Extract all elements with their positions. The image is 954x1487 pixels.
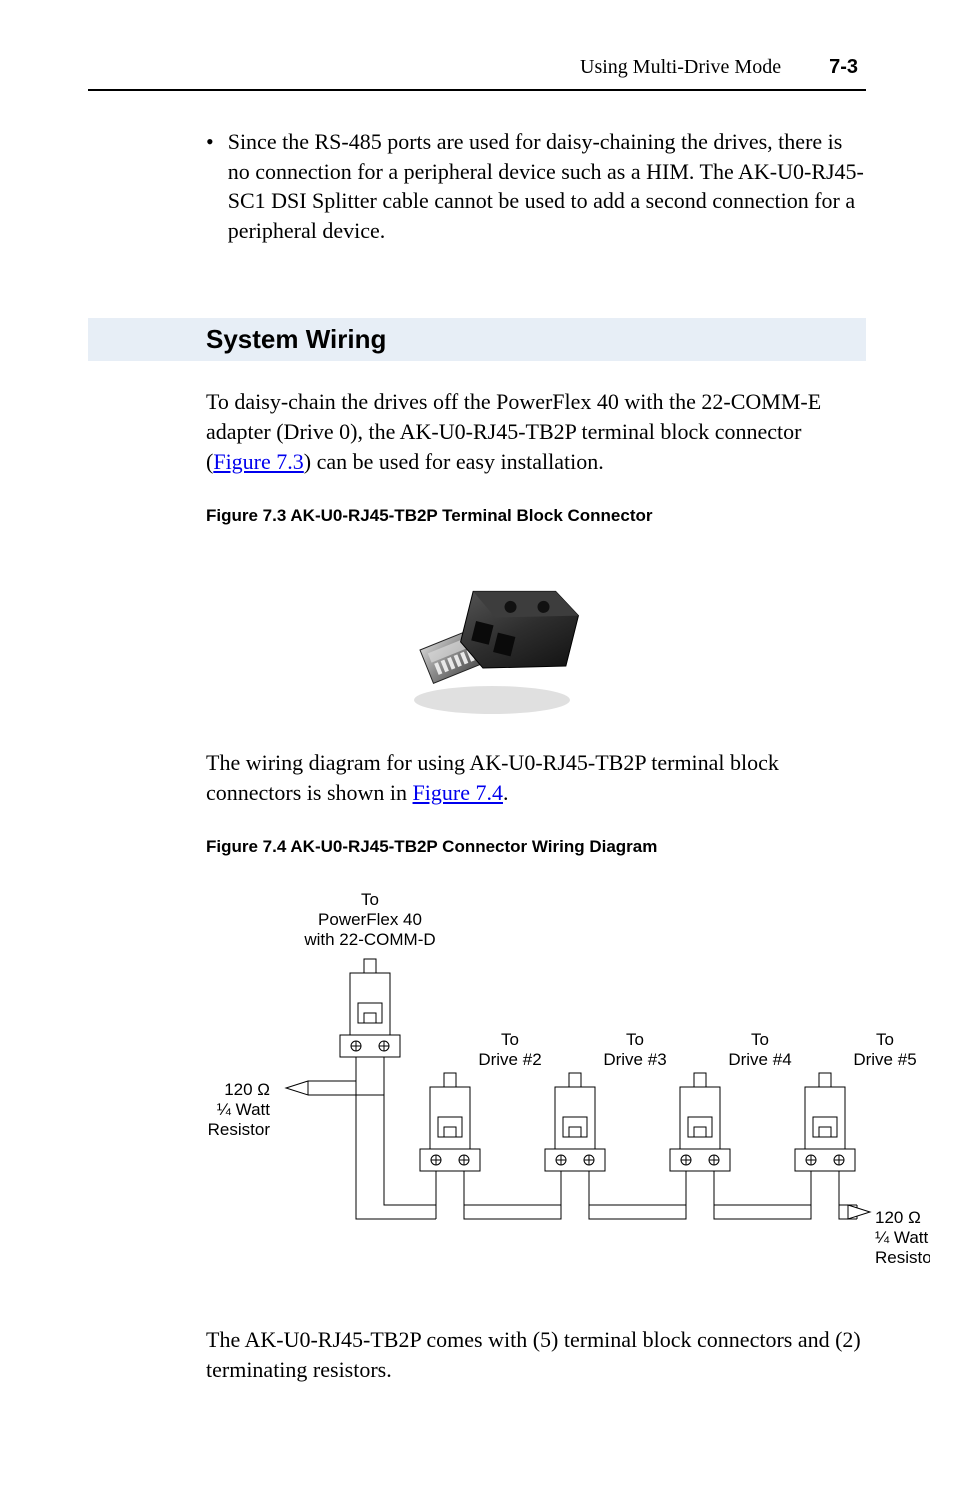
intro-paragraph: To daisy-chain the drives off the PowerF… bbox=[206, 387, 866, 478]
diagram-left-resistor-l3: Resistor bbox=[208, 1120, 271, 1139]
diagram-drive5-label: Drive #5 bbox=[853, 1050, 916, 1069]
page-header: Using Multi-Drive Mode 7-3 bbox=[88, 56, 866, 91]
bullet-item: • Since the RS-485 ports are used for da… bbox=[206, 127, 866, 246]
header-title: Using Multi-Drive Mode bbox=[580, 56, 781, 79]
diagram-drive2-label: Drive #2 bbox=[478, 1050, 541, 1069]
diagram-top-label-2: PowerFlex 40 bbox=[318, 910, 422, 929]
diagram-left-resistor bbox=[286, 1057, 384, 1095]
diagram-right-resistor-l1: 120 Ω bbox=[875, 1208, 921, 1227]
mid-post: . bbox=[503, 780, 509, 805]
diagram-drive4-to: To bbox=[751, 1030, 769, 1049]
diagram-connector-drive5 bbox=[795, 1073, 855, 1171]
diagram-drive3-label: Drive #3 bbox=[603, 1050, 666, 1069]
diagram-top-label-1: To bbox=[361, 890, 379, 909]
diagram-connector-drive2 bbox=[420, 1073, 480, 1171]
diagram-left-resistor-l1: 120 Ω bbox=[224, 1080, 270, 1099]
figure-7-4-caption: Figure 7.4 AK-U0-RJ45-TB2P Connector Wir… bbox=[206, 837, 866, 857]
diagram-drive5-to: To bbox=[876, 1030, 894, 1049]
diagram-right-resistor-l3: Resistor bbox=[875, 1248, 930, 1267]
diagram-connector-drive3 bbox=[545, 1073, 605, 1171]
intro-post: ) can be used for easy installation. bbox=[304, 449, 604, 474]
diagram-drive2-to: To bbox=[501, 1030, 519, 1049]
closing-paragraph: The AK-U0-RJ45-TB2P comes with (5) termi… bbox=[206, 1325, 866, 1386]
bullet-text: Since the RS-485 ports are used for dais… bbox=[228, 127, 866, 246]
section-heading: System Wiring bbox=[88, 318, 866, 361]
figure-7-3-caption: Figure 7.3 AK-U0-RJ45-TB2P Terminal Bloc… bbox=[206, 506, 866, 526]
diagram-connector-drive0 bbox=[340, 959, 400, 1057]
diagram-connector-drive4 bbox=[670, 1073, 730, 1171]
diagram-right-resistor bbox=[848, 1205, 870, 1219]
figure-7-3-link[interactable]: Figure 7.3 bbox=[213, 449, 303, 474]
diagram-top-label-3: with 22-COMM-D bbox=[303, 930, 435, 949]
diagram-drive4-label: Drive #4 bbox=[728, 1050, 791, 1069]
bullet-marker: • bbox=[206, 127, 214, 246]
header-page-number: 7-3 bbox=[829, 56, 858, 79]
wiring-diagram: To PowerFlex 40 with 22-COMM-D To Drive … bbox=[140, 875, 930, 1295]
diagram-left-resistor-l2: ¼ Watt bbox=[217, 1100, 270, 1119]
connector-photo bbox=[382, 552, 602, 722]
diagram-right-resistor-l2: ¼ Watt bbox=[875, 1228, 928, 1247]
diagram-drive3-to: To bbox=[626, 1030, 644, 1049]
mid-paragraph: The wiring diagram for using AK-U0-RJ45-… bbox=[206, 748, 866, 809]
figure-7-4-link[interactable]: Figure 7.4 bbox=[413, 780, 503, 805]
